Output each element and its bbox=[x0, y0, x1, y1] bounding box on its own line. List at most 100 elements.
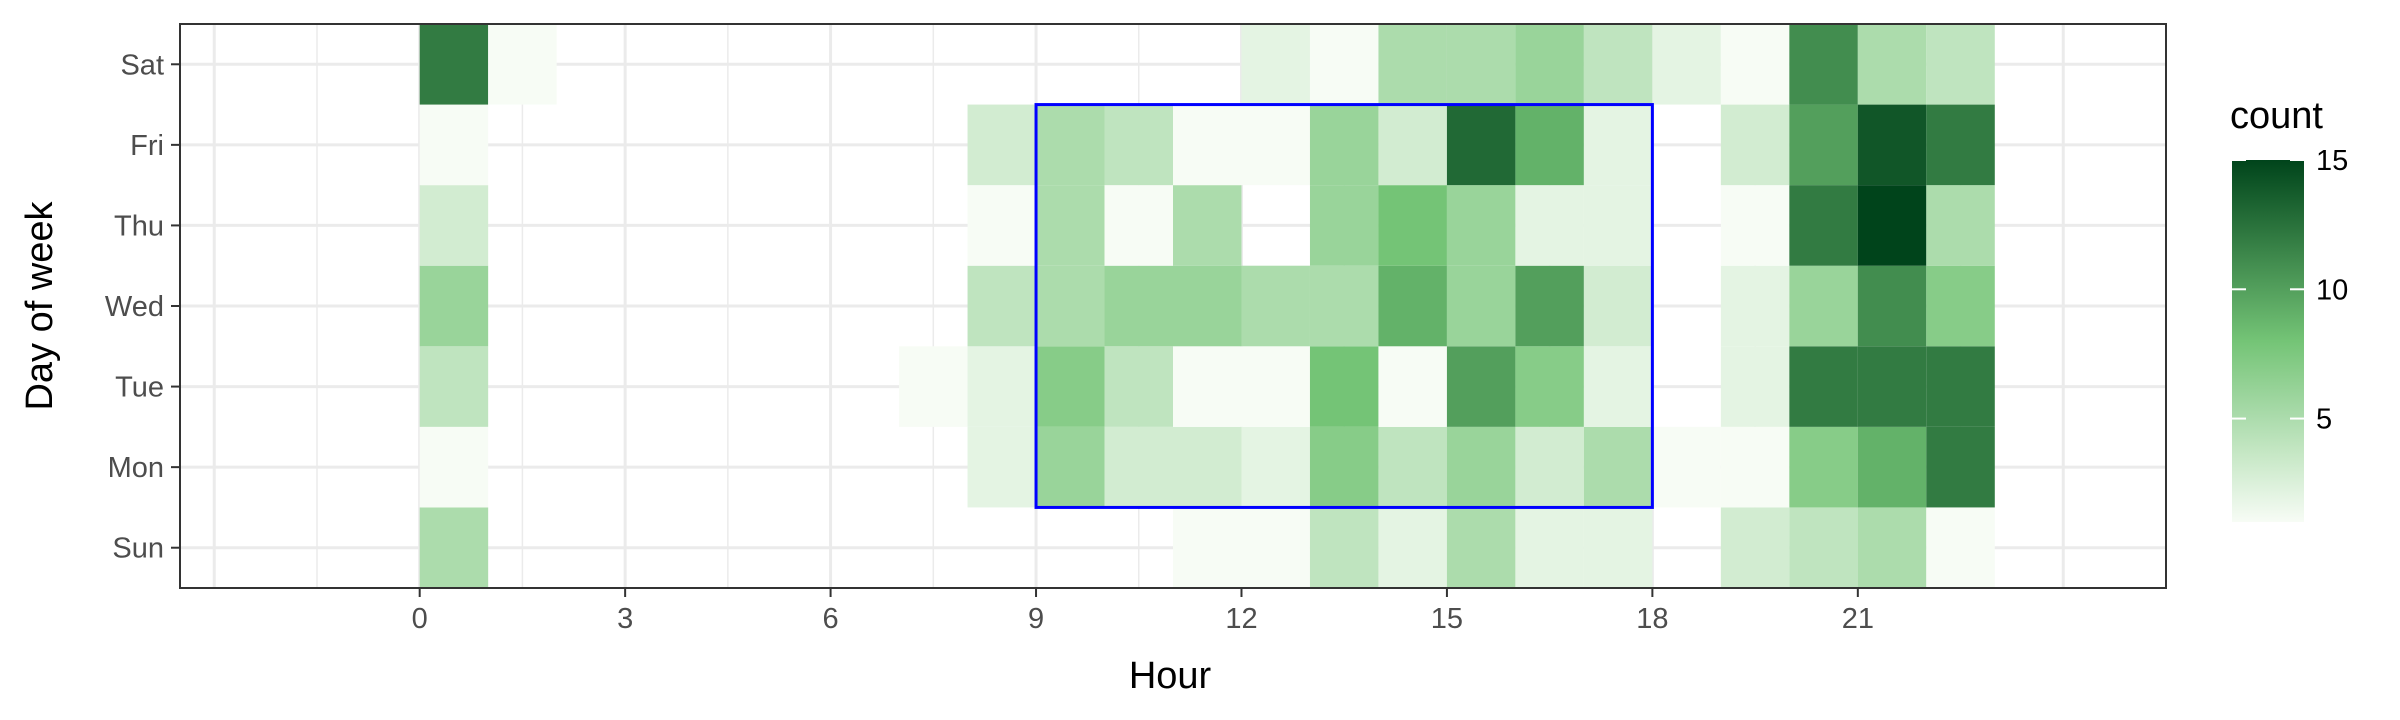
legend: count 5 10 15 bbox=[2230, 95, 2348, 522]
heatmap-tile bbox=[1515, 346, 1584, 427]
heatmap-tile bbox=[967, 185, 1037, 266]
heatmap-tile bbox=[1104, 185, 1173, 266]
heatmap-tile bbox=[1173, 346, 1242, 427]
x-tick-label: 0 bbox=[412, 603, 428, 635]
legend-title: count bbox=[2230, 95, 2323, 137]
heatmap-tile bbox=[1309, 346, 1379, 427]
heatmap-tile bbox=[1583, 265, 1653, 347]
heatmap-tile bbox=[1515, 24, 1584, 105]
heatmap-tile bbox=[419, 265, 489, 347]
legend-tick-label: 10 bbox=[2316, 274, 2348, 306]
heatmap-tile bbox=[1583, 104, 1653, 186]
annotation-layer bbox=[1034, 103, 1654, 509]
x-tick-label: 18 bbox=[1636, 603, 1668, 635]
heatmap-tile bbox=[1241, 507, 1310, 588]
heatmap-tile bbox=[1446, 507, 1516, 588]
heatmap-tile bbox=[1241, 265, 1310, 347]
heatmap-tile bbox=[1857, 346, 1927, 427]
heatmap-tile bbox=[1309, 426, 1379, 508]
heatmap-tile bbox=[967, 104, 1037, 186]
heatmap-tile bbox=[1720, 265, 1790, 347]
heatmap-tile bbox=[1378, 265, 1447, 347]
y-tick-label: Thu bbox=[114, 210, 164, 242]
heatmap-tile bbox=[1515, 265, 1584, 347]
heatmap-tile bbox=[1378, 185, 1447, 266]
heatmap-tile bbox=[419, 426, 489, 508]
heatmap-tile bbox=[1926, 185, 1995, 266]
heatmap-tile bbox=[1789, 426, 1858, 508]
heatmap-tile bbox=[1720, 24, 1790, 105]
x-tick-label: 15 bbox=[1431, 603, 1463, 635]
y-axis-title: Day of week bbox=[19, 200, 61, 410]
y-tick-label: Mon bbox=[108, 452, 164, 484]
heatmap-tile bbox=[1515, 426, 1584, 508]
y-tick-label: Fri bbox=[130, 130, 164, 162]
x-tick-label: 21 bbox=[1842, 603, 1874, 635]
heatmap-tile bbox=[1720, 185, 1790, 266]
heatmap-tile bbox=[1857, 185, 1927, 266]
heatmap-tile bbox=[1241, 426, 1310, 508]
heatmap-tile bbox=[1515, 185, 1584, 266]
heatmap-tile bbox=[899, 346, 968, 427]
legend-tick-label: 5 bbox=[2316, 404, 2332, 436]
legend-tick-label: 15 bbox=[2316, 145, 2348, 177]
heatmap-tile bbox=[1926, 346, 1995, 427]
heatmap-tile bbox=[1789, 185, 1858, 266]
heatmap-tile bbox=[1036, 265, 1105, 347]
heatmap-tile bbox=[1036, 346, 1105, 427]
heatmap-tile bbox=[1583, 185, 1653, 266]
heatmap-tile bbox=[1104, 265, 1173, 347]
heatmap-tile bbox=[1446, 346, 1516, 427]
heatmap-tile bbox=[967, 346, 1037, 427]
heatmap-tile bbox=[1583, 24, 1653, 105]
heatmap-tile bbox=[1104, 426, 1173, 508]
heatmap-tile bbox=[1036, 426, 1105, 508]
heatmap-tile bbox=[1789, 265, 1858, 347]
x-axis-title: Hour bbox=[1129, 655, 1212, 697]
y-tick-label: Tue bbox=[115, 372, 164, 404]
heatmap-tile bbox=[1857, 104, 1927, 186]
heatmap-tile bbox=[1378, 507, 1447, 588]
heatmap-tile bbox=[419, 104, 489, 186]
heatmap-tile bbox=[1652, 426, 1721, 508]
heatmap-tile bbox=[1583, 346, 1653, 427]
heatmap-tile bbox=[1789, 24, 1858, 105]
heatmap-tile bbox=[1036, 185, 1105, 266]
heatmap-tile bbox=[1309, 507, 1379, 588]
heatmap-tile bbox=[1857, 265, 1927, 347]
x-tick-label: 12 bbox=[1225, 603, 1257, 635]
heatmap-tile bbox=[1173, 185, 1242, 266]
legend-colorbar bbox=[2232, 160, 2304, 522]
heatmap-tile bbox=[419, 346, 489, 427]
heatmap-tile bbox=[1857, 24, 1927, 105]
heatmap-tile bbox=[1173, 265, 1242, 347]
heatmap-tile bbox=[1926, 104, 1995, 186]
y-tick-label: Sun bbox=[112, 533, 164, 565]
heatmap-tile bbox=[1378, 426, 1447, 508]
heatmap-tile bbox=[1789, 346, 1858, 427]
heatmap-tile bbox=[1515, 104, 1584, 186]
heatmap-tile bbox=[1309, 265, 1379, 347]
heatmap-tile bbox=[1789, 104, 1858, 186]
x-tick-label: 3 bbox=[617, 603, 633, 635]
heatmap-tile bbox=[1720, 507, 1790, 588]
heatmap-tile bbox=[1378, 104, 1447, 186]
heatmap-tile bbox=[1378, 24, 1447, 105]
heatmap-tile bbox=[1926, 265, 1995, 347]
heatmap-tile bbox=[419, 24, 489, 105]
heatmap-tile bbox=[1104, 104, 1173, 186]
heatmap-tile bbox=[1720, 346, 1790, 427]
heatmap-tile bbox=[1446, 24, 1516, 105]
highlight-rectangle bbox=[1034, 103, 1654, 509]
heatmap-tile bbox=[967, 265, 1037, 347]
heatmap-tile bbox=[1241, 24, 1310, 105]
heatmap-tile bbox=[1173, 507, 1242, 588]
heatmap-tile bbox=[1173, 426, 1242, 508]
heatmap-tile bbox=[1857, 426, 1927, 508]
heatmap-tile bbox=[419, 507, 489, 588]
heatmap-tile bbox=[1446, 265, 1516, 347]
heatmap-tile bbox=[1720, 104, 1790, 186]
heatmap-tile bbox=[1446, 426, 1516, 508]
heatmap-tile bbox=[488, 24, 557, 105]
